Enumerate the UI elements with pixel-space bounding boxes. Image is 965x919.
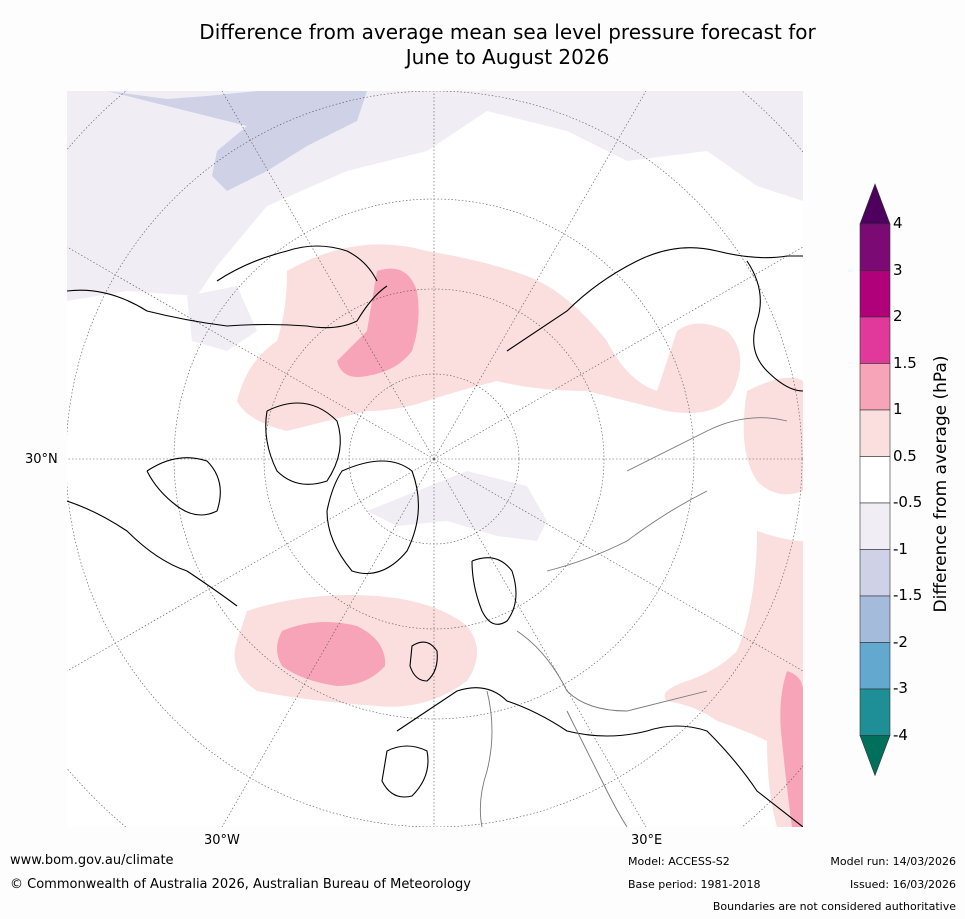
colorbar-title: Difference from average (hPa): [931, 355, 951, 613]
longitude-gridlines: [67, 91, 803, 827]
colorbar-tick-label: 3: [893, 260, 903, 279]
title-line-2: June to August 2026: [405, 45, 610, 69]
label-lon-30e: 30°E: [631, 833, 663, 848]
anomaly-positive-atlantic-core: [277, 622, 386, 686]
colorbar-tick-label: -1: [893, 539, 908, 558]
footer-issued: Issued: 16/03/2026: [849, 878, 956, 891]
anomaly-negative-band: [107, 91, 367, 191]
polar-map: 30°N: [67, 91, 803, 827]
title-line-1: Difference from average mean sea level p…: [199, 20, 816, 44]
coast-hudson-bay: [146, 457, 221, 516]
coast-siberia: [506, 247, 803, 352]
colorbar-box: [859, 688, 891, 736]
anomaly-positive-mid: [337, 268, 419, 377]
colorbar-tick-label: 1.5: [893, 353, 917, 372]
colorbar-tick-label: -0.5: [893, 493, 923, 511]
footer-copyright: © Commonwealth of Australia 2026, Austra…: [10, 877, 471, 892]
colorbar-box: [859, 409, 891, 457]
colorbar-box: [859, 642, 891, 690]
colorbar-tick-label: -2: [893, 632, 908, 651]
colorbar-tick-label: -4: [893, 725, 908, 744]
footer-model: Model: ACCESS-S2: [628, 855, 730, 868]
coast-greenland: [326, 460, 419, 575]
anomaly-positive-se: [664, 531, 803, 827]
anomaly-negative-pole: [367, 471, 547, 541]
colorbar: [859, 183, 891, 777]
colorbar-arrow-top: [859, 183, 891, 225]
coast-north-america-west: [67, 285, 388, 329]
label-lat-30n-outer: 30°N: [25, 452, 58, 467]
anomaly-positive-pacific: [237, 244, 741, 431]
colorbar-tick-label: 1: [893, 400, 903, 418]
footer-model-run: Model run: 14/03/2026: [830, 855, 956, 868]
colorbar-box: [859, 316, 891, 364]
anomaly-negative-west: [187, 286, 257, 351]
colorbar-box: [859, 595, 891, 643]
colorbar-box: [859, 549, 891, 597]
colorbar-tick-label: 2: [893, 307, 903, 325]
coast-scandinavia: [471, 557, 517, 625]
coast-iberia: [381, 745, 429, 798]
map-canvas: [67, 91, 803, 827]
footer-base-period: Base period: 1981-2018: [628, 878, 761, 891]
colorbar-box: [859, 363, 891, 411]
colorbar-tick-label: -3: [893, 679, 908, 697]
colorbar-box: [859, 270, 891, 318]
coast-arctic-archipelago: [265, 402, 341, 485]
footer-disclaimer: Boundaries are not considered authoritat…: [712, 900, 956, 913]
label-lon-30w: 30°W: [204, 833, 240, 848]
coast-alaska: [216, 245, 378, 282]
coast-east-asia: [746, 260, 803, 392]
coast-europe: [396, 687, 803, 827]
colorbar-box: [859, 456, 891, 504]
anomaly-positive-se-core: [780, 671, 803, 827]
colorbar-arrow-bottom: [859, 735, 891, 777]
colorbar-box: [859, 223, 891, 271]
country-borders: [479, 417, 788, 827]
footer-website[interactable]: www.bom.gov.au/climate: [10, 853, 174, 868]
colorbar-tick-label: -1.5: [893, 586, 923, 604]
map-title: Difference from average mean sea level p…: [0, 20, 965, 70]
colorbar-tick-label: 0.5: [893, 446, 917, 465]
coast-north-america-east: [67, 500, 238, 607]
colorbar-box: [859, 502, 891, 550]
colorbar-tick-label: 4: [893, 214, 903, 232]
colorbar-boxes: [859, 183, 891, 777]
coast-britain: [409, 641, 438, 682]
coastlines: [67, 245, 803, 827]
anomaly-positive-east-pacific: [743, 377, 803, 495]
